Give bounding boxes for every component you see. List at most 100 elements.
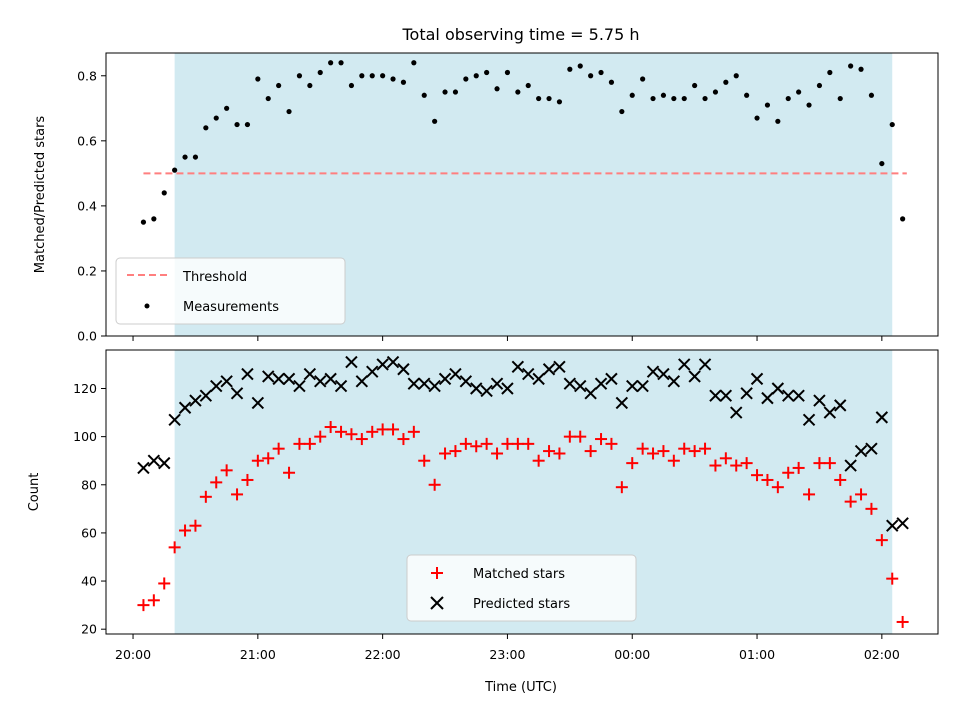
measurement-point [796,89,802,95]
measurement-point [640,76,646,82]
predicted-star-point [865,442,878,455]
measurement-point [858,66,864,72]
top-axes-frame [105,52,939,337]
matched-star-point [407,425,420,438]
top-panel: 0.00.20.40.60.8 Matched/Predicted stars … [33,52,939,344]
matched-star-point [647,447,660,460]
predicted-star-point [490,377,504,390]
predicted-star-point [386,355,400,369]
y-tick-label: 100 [73,429,97,444]
matched-star-point [834,473,847,486]
predicted-star-point [594,377,608,390]
y-tick-label: 80 [81,477,97,492]
measurement-point [536,95,542,102]
predicted-star-point [574,379,587,393]
matched-star-point [480,437,493,450]
predicted-star-point [698,358,712,371]
measurement-point [816,82,823,89]
predicted-star-point [761,391,774,405]
predicted-star-point [792,389,805,402]
matched-star-point [803,488,816,501]
predicted-star-point [324,372,337,386]
measurement-point [764,102,771,108]
predicted-star-point [854,444,868,458]
measurement-point [692,82,698,89]
x-tick-label: 21:00 [240,647,276,662]
measurement-point [317,69,323,76]
predicted-star-point [615,396,629,410]
x-tick-label: 01:00 [739,647,775,662]
measurement-point [879,160,885,167]
x-tick-label: 00:00 [614,647,650,662]
matched-star-point [439,447,452,460]
predicted-star-point [709,389,722,402]
measurement-point [494,86,500,92]
bottom-y-ticks: 20 40 60 80 100 120 [73,381,106,637]
matched-star-point [283,466,296,479]
legend-predicted-label: Predicted stars [473,597,570,612]
matched-star-point [719,452,732,465]
matched-star-point [314,430,327,443]
measurement-points [140,60,906,225]
measurement-point [421,92,427,98]
predicted-star-point [813,394,826,407]
predicted-star-point [168,413,181,427]
predicted-star-point [719,389,733,402]
measurement-point [432,118,438,124]
matched-star-point [147,594,160,607]
top-y-axis-label: Matched/Predicted stars [33,116,48,274]
matched-star-point [667,454,680,467]
predicted-star-point [522,367,535,381]
bottom-y-axis-label: Count [27,473,42,512]
y-tick-label: 0.2 [77,263,97,278]
bottom-x-ticks: 20:00 21:00 22:00 23:00 00:00 01:00 02:00 [115,634,900,662]
predicted-star-point [636,379,649,393]
measurement-point [380,73,386,79]
predicted-star-point [667,375,681,388]
measurement-point [203,125,209,131]
measurement-point [172,167,178,173]
predicted-star-point [553,360,566,374]
measurement-point [848,63,854,69]
legend-matched-swatch [431,567,443,579]
y-tick-label: 40 [81,574,97,589]
legend-threshold-label: Threshold [182,270,247,285]
predicted-star-point [220,375,233,388]
predicted-star-point [480,384,493,398]
measurement-point [348,82,355,89]
measurement-point [504,69,511,76]
measurement-point [775,118,781,124]
measurement-point [556,99,563,105]
predicted-star-point [137,461,150,475]
matched-star-point [345,428,358,441]
legend-predicted-swatch [430,596,444,610]
predicted-star-point [158,456,171,470]
measurement-point [411,60,417,66]
matched-star-point [241,473,254,486]
matched-star-point [397,433,410,446]
matched-star-point [563,430,576,443]
matched-star-point [501,437,514,450]
predicted-star-point [241,367,254,381]
matched-star-point [855,488,868,501]
predicted-star-point [626,379,639,393]
matched-star-point [761,473,774,486]
top-legend-box [115,257,346,325]
matched-star-point [137,599,150,612]
predicted-star-point [418,377,431,390]
measurement-point [588,73,594,79]
predicted-star-point [272,372,285,386]
matched-stars-points [137,421,909,628]
bottom-legend: Matched stars Predicted stars [406,554,637,622]
matched-star-point [293,437,306,450]
matched-star-point [511,437,524,450]
y-tick-label: 0.0 [77,329,97,344]
measurement-point [140,219,147,225]
matched-star-point [615,481,628,494]
matched-star-point [387,423,400,436]
y-tick-label: 0.8 [77,68,97,83]
matched-star-point [865,502,878,515]
matched-star-point [771,481,784,494]
matched-star-point [730,459,743,472]
